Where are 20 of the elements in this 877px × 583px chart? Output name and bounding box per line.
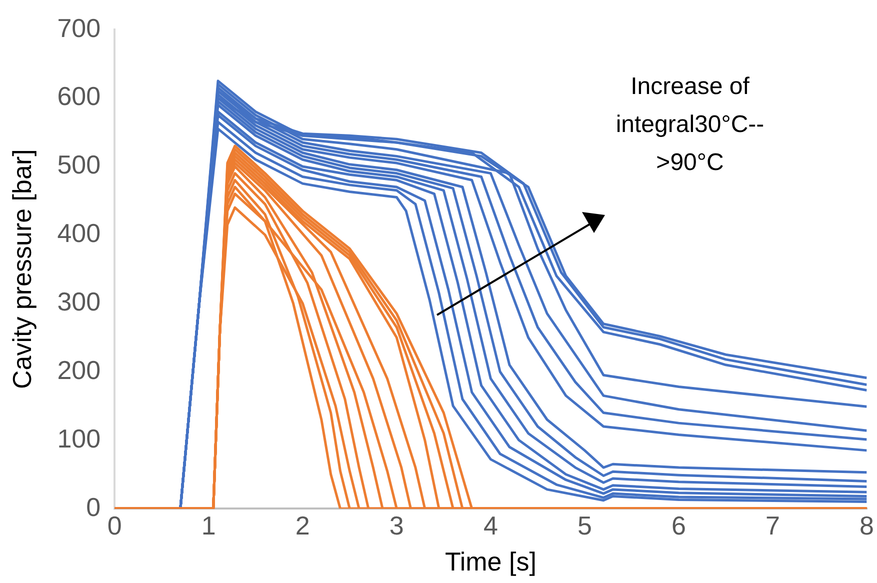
y-tick-label: 100 — [57, 423, 101, 454]
y-tick-label: 200 — [57, 354, 101, 385]
y-tick-label: 400 — [57, 218, 101, 248]
x-axis-title: Time [s] — [444, 546, 536, 577]
y-axis-title: Cavity pressure [bar] — [6, 149, 37, 390]
x-tick-label: 5 — [577, 510, 592, 540]
y-tick-label: 0 — [86, 492, 101, 522]
x-tick-label: 2 — [295, 510, 310, 540]
x-tick-label: 3 — [389, 510, 404, 540]
y-tick-label: 700 — [57, 12, 101, 43]
x-tick-label: 1 — [201, 510, 216, 540]
x-tick-label: 8 — [860, 510, 874, 540]
x-tick-label: 0 — [107, 510, 122, 540]
x-tick-label: 4 — [483, 510, 498, 540]
y-tick-label: 500 — [57, 150, 101, 180]
y-tick-label: 300 — [57, 286, 101, 316]
x-tick-label: 7 — [766, 510, 780, 540]
x-tick-label: 6 — [671, 510, 686, 540]
y-tick-label: 600 — [57, 81, 101, 112]
annotation: Increase of integral30°C-->90°C — [614, 72, 766, 178]
